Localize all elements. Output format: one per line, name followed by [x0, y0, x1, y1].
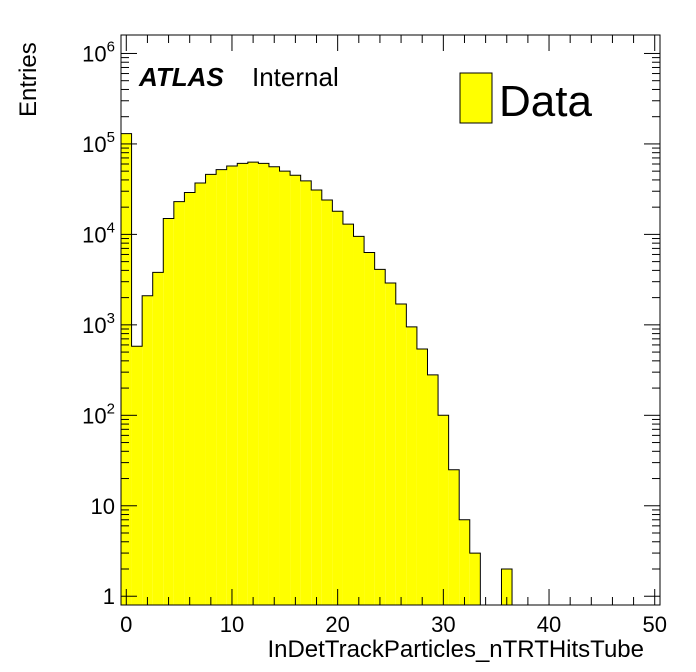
y-tick-labels: 1 10 102 103 104 105 106: [82, 38, 115, 609]
histogram-bar: [121, 133, 132, 606]
histogram-bar: [406, 326, 417, 605]
y-tick-label: 1: [103, 584, 115, 609]
histogram-bar: [501, 569, 513, 605]
histogram-bar: [142, 295, 153, 605]
y-tick-label: 104: [82, 219, 115, 247]
histogram-bar: [416, 349, 428, 605]
histogram-bar: [385, 283, 396, 605]
histogram-bar: [364, 252, 375, 605]
histogram-bar: [247, 162, 259, 605]
x-tick-label: 50: [642, 612, 666, 637]
histogram-bar: [332, 211, 343, 605]
legend-label: Data: [499, 77, 592, 126]
histogram-bar: [152, 272, 164, 605]
histogram-bar: [321, 199, 333, 605]
histogram-bar: [469, 553, 481, 605]
y-tick-label: 102: [82, 400, 115, 428]
x-tick-label: 30: [431, 612, 455, 637]
histogram-bar: [184, 192, 195, 606]
atlas-label: ATLAS: [138, 62, 224, 92]
histogram-bars: [121, 133, 660, 606]
histogram-bar: [311, 189, 322, 605]
histogram-bar: [374, 269, 386, 605]
histogram-bar: [448, 469, 460, 605]
histogram-bar: [194, 182, 206, 605]
x-tick-label: 40: [537, 612, 561, 637]
histogram-bar: [279, 171, 291, 606]
histogram-bar: [342, 224, 354, 605]
histogram-bar: [163, 218, 174, 605]
x-axis-title: InDetTrackParticles_nTRTHitsTube: [267, 636, 644, 663]
histogram-bar: [131, 346, 143, 605]
histogram-bar: [268, 166, 280, 606]
histogram-outline: [121, 133, 660, 606]
x-tick-label: 20: [325, 612, 349, 637]
plot-frame: [120, 34, 661, 606]
histogram-bar: [258, 163, 269, 605]
histogram-bar: [205, 174, 217, 605]
x-tick-label: 10: [220, 612, 244, 637]
histogram-bar: [438, 415, 449, 605]
y-tick-label: 103: [82, 310, 115, 338]
histogram-bar: [237, 163, 248, 605]
histogram-bar: [300, 180, 312, 605]
histogram-bar: [427, 374, 439, 605]
histogram-bar: [216, 169, 227, 605]
legend-swatch: [459, 72, 493, 124]
histogram-bar: [173, 201, 185, 605]
axis-ticks: [121, 35, 660, 605]
histogram-bar: [226, 166, 238, 605]
x-tick-label: 0: [120, 612, 132, 637]
y-tick-label: 105: [82, 129, 115, 157]
y-tick-label: 106: [82, 38, 115, 66]
y-axis-title: Entries: [15, 42, 42, 117]
histogram-bar: [290, 175, 301, 606]
y-tick-label: 10: [91, 494, 115, 519]
histogram-bar: [459, 519, 470, 605]
internal-label: Internal: [252, 62, 339, 92]
x-tick-labels: 0 10 20 30 40 50: [120, 612, 667, 637]
histogram-bar: [395, 304, 407, 605]
histogram-bar: [353, 236, 365, 605]
